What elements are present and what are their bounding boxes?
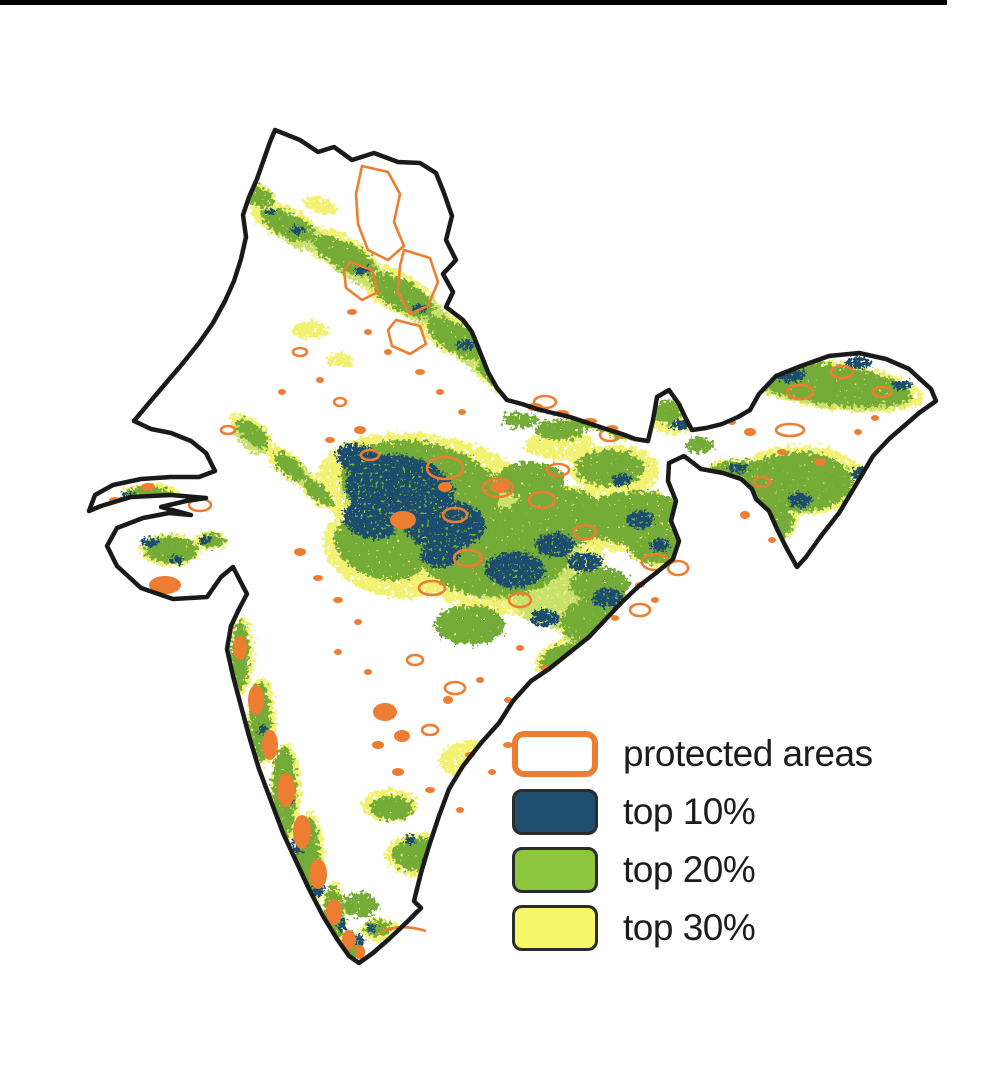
figure-top-rule [0, 0, 947, 5]
legend-item-protected-areas: protected areas [512, 730, 873, 777]
legend-swatch-protected-areas [512, 730, 598, 777]
legend-swatch-top-20 [512, 846, 598, 893]
legend-item-top-10: top 10% [512, 788, 873, 835]
legend-swatch-top-10 [512, 788, 598, 835]
legend-label-top-20: top 20% [623, 848, 756, 890]
legend-label-top-10: top 10% [623, 790, 756, 832]
legend-label-top-30: top 30% [623, 906, 756, 948]
legend-item-top-20: top 20% [512, 846, 873, 893]
legend-swatch-top-30 [512, 904, 598, 951]
legend-label-protected-areas: protected areas [623, 732, 873, 774]
legend-item-top-30: top 30% [512, 904, 873, 951]
legend: protected areas top 10% top 20% top 30% [512, 730, 873, 962]
